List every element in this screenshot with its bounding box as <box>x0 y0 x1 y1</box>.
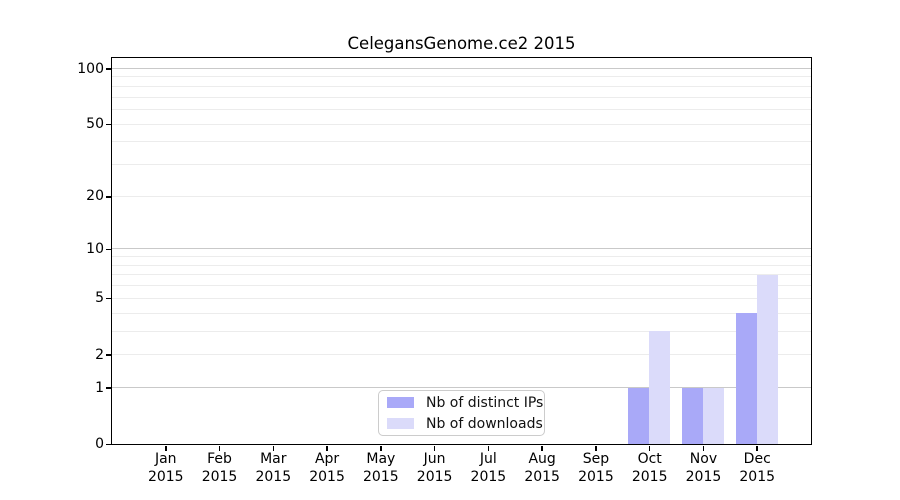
x-tick-label: Jul 2015 <box>456 451 520 486</box>
y-tick <box>106 387 111 389</box>
x-tick-year: 2015 <box>416 468 453 485</box>
y-tick <box>106 443 111 446</box>
x-tick-label: Sep 2015 <box>564 451 628 486</box>
legend-label-downloads: Nb of downloads <box>426 415 543 432</box>
x-tick-label: Jun 2015 <box>403 451 467 486</box>
gridline-minor <box>111 312 811 314</box>
legend-item-distinct-ips: Nb of distinct IPs <box>387 395 544 411</box>
y-tick-label: 5 <box>95 290 104 307</box>
gridline-minor <box>111 123 811 125</box>
x-tick-month: Jun <box>423 451 446 467</box>
bar-nb-of-distinct-ips-nov-2015 <box>681 387 703 444</box>
y-tick-label: 20 <box>86 188 104 205</box>
gridline-minor <box>111 297 811 299</box>
x-tick-label: Feb 2015 <box>188 451 252 486</box>
gridline-minor <box>111 96 811 98</box>
gridline-minor <box>111 274 811 276</box>
gridline-minor <box>111 109 811 111</box>
x-tick-label: Apr 2015 <box>295 451 359 486</box>
gridline-minor <box>111 264 811 266</box>
gridline-major <box>111 248 811 250</box>
gridline-minor <box>111 85 811 87</box>
x-tick-month: Dec <box>743 451 771 467</box>
y-tick-label: 1 <box>95 379 104 396</box>
bar-nb-of-downloads-oct-2015 <box>649 331 671 444</box>
x-tick-label: Nov 2015 <box>671 451 735 486</box>
x-tick <box>326 446 328 451</box>
x-tick <box>702 446 705 451</box>
x-tick <box>541 446 543 451</box>
gridline-major <box>111 68 811 69</box>
gridline-minor <box>111 285 811 287</box>
x-tick-year: 2015 <box>739 468 776 485</box>
y-tick-label: 50 <box>86 116 104 133</box>
x-tick-month: Aug <box>528 451 556 467</box>
x-tick-month: Sep <box>582 451 610 467</box>
y-tick <box>106 68 111 70</box>
y-tick <box>106 354 111 356</box>
x-tick-label: Aug 2015 <box>510 451 574 486</box>
x-tick-year: 2015 <box>147 468 184 485</box>
chart-title: CelegansGenome.ce2 2015 <box>347 34 576 53</box>
x-tick-label: Oct 2015 <box>618 451 682 486</box>
y-tick-label: 100 <box>77 60 104 77</box>
gridline-minor <box>111 256 811 258</box>
y-tick <box>106 248 111 251</box>
bar-nb-of-distinct-ips-dec-2015 <box>735 313 757 444</box>
x-tick-year: 2015 <box>685 468 722 485</box>
legend-label-distinct-ips: Nb of distinct IPs <box>426 394 544 411</box>
x-tick-label: Dec 2015 <box>725 451 789 486</box>
x-tick-year: 2015 <box>363 468 399 485</box>
x-tick <box>433 446 436 451</box>
x-tick-year: 2015 <box>631 468 668 485</box>
y-tick <box>106 196 111 198</box>
legend-item-downloads: Nb of downloads <box>387 416 544 432</box>
x-tick-year: 2015 <box>470 468 507 485</box>
x-tick <box>380 446 382 451</box>
y-tick <box>106 297 111 300</box>
x-tick-month: Oct <box>637 451 662 467</box>
x-tick-year: 2015 <box>255 468 292 485</box>
y-tick-label: 10 <box>86 240 104 257</box>
y-tick-label: 2 <box>95 346 104 363</box>
x-tick <box>272 446 275 451</box>
gridline-minor <box>111 76 811 78</box>
gridline-minor <box>111 330 811 332</box>
gridline-minor <box>111 354 811 356</box>
x-tick-year: 2015 <box>578 468 614 485</box>
x-tick-month: Feb <box>207 451 232 467</box>
gridline-minor <box>111 164 811 166</box>
x-tick-month: May <box>366 451 396 467</box>
x-tick-month: Mar <box>260 451 287 467</box>
x-tick-month: Jan <box>154 451 177 467</box>
x-tick-label: May 2015 <box>349 451 413 486</box>
x-tick-month: Apr <box>314 451 340 467</box>
x-tick <box>756 446 758 451</box>
x-tick-label: Jan 2015 <box>134 451 198 486</box>
gridline-minor <box>111 195 811 197</box>
bar-nb-of-downloads-dec-2015 <box>756 274 778 444</box>
x-tick-month: Nov <box>689 451 718 467</box>
bar-nb-of-downloads-nov-2015 <box>702 387 724 444</box>
x-tick-year: 2015 <box>309 468 345 485</box>
plot-area <box>110 56 812 445</box>
x-tick <box>487 446 490 451</box>
gridline-minor <box>111 141 811 143</box>
x-tick <box>648 446 651 451</box>
y-tick <box>106 123 111 126</box>
x-tick-year: 2015 <box>524 468 560 485</box>
x-tick-month: Jul <box>479 451 497 467</box>
bar-nb-of-distinct-ips-oct-2015 <box>628 387 650 444</box>
y-tick-label: 0 <box>95 436 104 452</box>
legend-swatch-distinct-ips <box>387 397 414 408</box>
gridline-major <box>111 387 811 389</box>
x-tick <box>218 446 221 451</box>
legend: Nb of distinct IPs Nb of downloads <box>378 390 545 436</box>
x-tick-label: Mar 2015 <box>241 451 305 486</box>
x-tick <box>165 446 167 451</box>
legend-swatch-downloads <box>387 418 414 429</box>
x-tick-year: 2015 <box>201 468 238 485</box>
x-tick <box>595 446 597 451</box>
